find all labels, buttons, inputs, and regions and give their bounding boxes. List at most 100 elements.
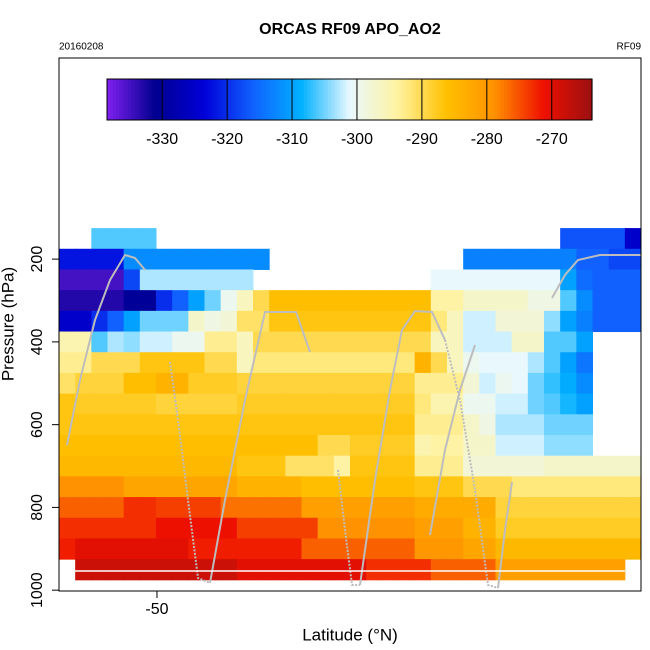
heatmap-cell xyxy=(398,538,416,560)
heatmap-cell xyxy=(366,331,383,353)
heatmap-cell xyxy=(172,455,189,477)
heatmap-cell xyxy=(511,290,529,312)
colorbar-swatch xyxy=(164,79,169,120)
heatmap-cell xyxy=(123,559,141,581)
heatmap-cell xyxy=(139,414,157,436)
heatmap-cell xyxy=(75,290,92,312)
heatmap-cell xyxy=(447,331,464,353)
colorbar-swatch xyxy=(122,79,126,120)
heatmap-cell xyxy=(188,310,205,333)
heatmap-cell xyxy=(139,248,157,270)
heatmap-cell xyxy=(479,559,496,581)
colorbar-swatch xyxy=(534,79,539,120)
heatmap-cell xyxy=(139,559,157,581)
heatmap-cell xyxy=(382,517,399,539)
colorbar-swatch xyxy=(146,79,151,120)
heatmap-cell xyxy=(269,455,286,477)
colorbar-swatch xyxy=(128,79,132,120)
heatmap-cell xyxy=(253,372,270,395)
heatmap-cell xyxy=(172,352,189,374)
heatmap-cell xyxy=(75,455,92,477)
heatmap-cell xyxy=(576,559,593,581)
heatmap-cell xyxy=(172,372,189,395)
heatmap-cell xyxy=(527,455,545,477)
heatmap-cell xyxy=(430,393,448,415)
colorbar-swatch xyxy=(458,79,463,120)
colorbar-swatch xyxy=(404,79,408,120)
colorbar-swatch xyxy=(479,79,484,120)
heatmap-cell xyxy=(350,414,367,436)
heatmap-cell xyxy=(624,248,642,270)
heatmap-cell xyxy=(91,414,108,436)
heatmap-cell xyxy=(576,372,593,395)
colorbar-swatch xyxy=(510,79,514,120)
heatmap-cell xyxy=(220,310,238,333)
colorbar-swatch xyxy=(285,79,290,120)
date-label: 20160208 xyxy=(59,42,104,53)
colorbar-swatch xyxy=(376,79,381,120)
heatmap-cell xyxy=(301,393,319,415)
colorbar-swatch xyxy=(216,79,220,120)
heatmap-cell xyxy=(447,414,464,436)
colorbar-swatch xyxy=(325,79,329,120)
colorbar-swatch xyxy=(419,79,423,120)
heatmap-cell xyxy=(479,248,496,270)
heatmap-cell xyxy=(139,455,157,477)
colorbar-swatch xyxy=(176,79,181,120)
heatmap-cell xyxy=(495,455,513,477)
heatmap-cell xyxy=(156,434,173,457)
colorbar-tick-label: -280 xyxy=(471,131,503,148)
heatmap-cell xyxy=(139,290,157,312)
heatmap-cell xyxy=(107,290,125,312)
heatmap-cell xyxy=(414,517,432,539)
heatmap-cell xyxy=(398,352,416,374)
heatmap-cell xyxy=(576,393,593,415)
heatmap-cell xyxy=(463,248,480,270)
heatmap-cell xyxy=(592,559,610,581)
colorbar-swatch xyxy=(328,79,332,120)
colorbar-swatch xyxy=(561,79,566,120)
heatmap-cell xyxy=(75,517,92,539)
heatmap-cell xyxy=(75,393,92,415)
heatmap-cell xyxy=(220,434,238,457)
heatmap-cell xyxy=(75,372,92,395)
colorbar-swatch xyxy=(528,79,532,120)
heatmap-cell xyxy=(107,414,125,436)
colorbar-swatch xyxy=(525,79,529,120)
heatmap-cell xyxy=(188,269,205,291)
colorbar-swatch xyxy=(158,79,163,120)
heatmap-cell xyxy=(91,517,108,539)
heatmap-cell xyxy=(253,352,270,374)
heatmap-cell xyxy=(107,517,125,539)
heatmap-cell xyxy=(59,393,76,415)
colorbar-swatch xyxy=(391,79,396,120)
heatmap-cell xyxy=(107,434,125,457)
colorbar-swatch xyxy=(431,79,435,120)
heatmap-cell xyxy=(59,352,76,374)
colorbar-swatch xyxy=(185,79,190,120)
heatmap-cell xyxy=(479,331,496,353)
heatmap-cell xyxy=(301,517,319,539)
colorbar-swatch xyxy=(501,79,505,120)
heatmap-cell xyxy=(333,434,351,457)
heatmap-cell xyxy=(624,497,642,519)
colorbar-swatch xyxy=(407,79,411,120)
colorbar-swatch xyxy=(264,79,269,120)
heatmap-cell xyxy=(463,290,480,312)
heatmap-cell xyxy=(75,434,92,457)
colorbar-swatch xyxy=(364,79,369,120)
heatmap-cell xyxy=(91,248,108,270)
heatmap-cell xyxy=(447,559,464,581)
heatmap-cell xyxy=(269,310,286,333)
track-segment xyxy=(359,309,446,586)
colorbar-swatch xyxy=(516,79,520,120)
heatmap-cell xyxy=(236,352,254,374)
colorbar-swatch xyxy=(416,79,420,120)
colorbar-swatch xyxy=(110,79,114,120)
colorbar-swatch xyxy=(282,79,287,120)
heatmap-cell xyxy=(560,434,577,457)
heatmap-cell xyxy=(495,331,513,353)
colorbar-swatch xyxy=(337,79,342,120)
heatmap-cell xyxy=(447,310,464,333)
heatmap-cell xyxy=(204,476,222,498)
